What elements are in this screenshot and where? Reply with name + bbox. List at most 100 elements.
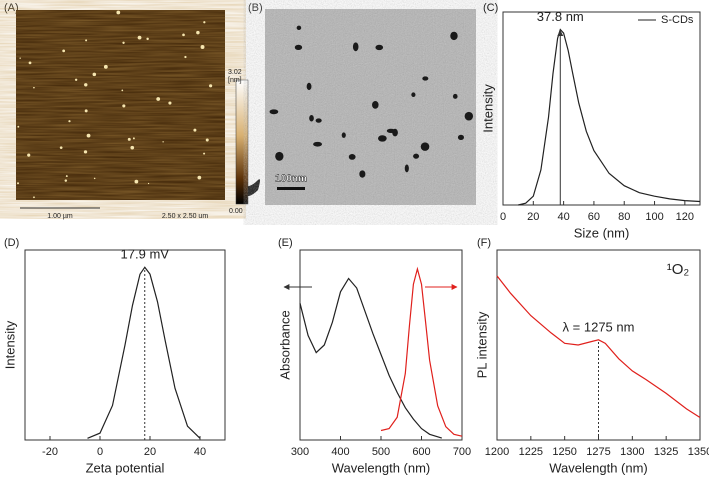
scale-bar [277,187,305,190]
x-tick-label: 40 [194,446,206,458]
afm-particle [122,41,125,44]
afm-particle [203,152,206,155]
afm-particle [59,146,63,150]
plot-frame [24,249,226,441]
afm-particle [74,78,78,81]
afm-particle [146,37,149,41]
afm-particle [64,179,68,182]
afm-particle [168,101,172,105]
afm-particle [182,33,185,37]
x-tick-label: -20 [42,446,58,458]
x-axis-label: Wavelength (nm) [332,460,431,475]
colorbar [235,79,249,205]
tem-particle [296,25,302,31]
x-tick-label: 1350 [688,446,709,458]
x-tick-label: 20 [527,211,539,223]
afm-particle [200,45,205,49]
afm-particle [137,35,142,40]
tem-particle [359,170,366,178]
tem-particle [457,134,464,141]
afm-image: (A) 3.02 [nm] 0.00 1.00 µm 2.50 x 2.50 u… [4,2,260,220]
panel-label: (B) [248,2,263,14]
afm-particle [209,84,213,88]
x-tick-label: 400 [331,446,349,458]
y-axis-label: Intensity [480,84,495,133]
tem-particle [341,132,346,138]
tem-particle [315,118,322,123]
tem-particle [313,141,323,147]
tem-particle [309,114,314,122]
afm-particle [127,137,131,141]
x-tick-label: 120 [676,211,694,223]
tem-particle [372,100,379,109]
tem-particle [386,128,396,133]
x-tick-label: 1225 [519,446,543,458]
panel-label: (D) [4,237,19,249]
afm-particle [33,86,35,89]
afm-particle [86,133,91,138]
afm-particle [17,125,20,128]
tem-particle [294,44,303,50]
plot-frame [502,11,701,206]
annotation: ¹O₂ [667,261,690,278]
afm-particle [93,177,96,180]
x-tick-label: 0 [500,211,506,223]
colorbar-unit: [nm] [228,77,242,84]
scale-bar-label: 1.00 µm [47,213,73,220]
tem-particle [352,42,359,52]
x-tick-label: 1300 [620,446,644,458]
x-tick-label: 100 [645,211,663,223]
afm-particle [122,104,126,108]
tem-particle [306,82,312,91]
tem-image: (B) 100nm [248,2,476,205]
x-tick-label: 20 [144,446,156,458]
afm-particle [205,138,209,142]
x-tick-label: 1325 [654,446,678,458]
afm-particle [130,145,135,150]
afm-particle [83,150,88,154]
legend-label: S-CDs [661,14,694,26]
afm-particle [28,61,32,65]
afm-particle [132,137,135,140]
afm-particle [17,182,20,185]
x-axis-label: Zeta potential [86,460,165,475]
colorbar-max: 3.02 [228,69,242,76]
tem-texture [265,9,476,205]
scan-size: 2.50 x 2.50 um [162,213,208,220]
panel-label: (F) [477,237,491,249]
afm-particle [62,49,66,53]
tem-particle [377,135,387,142]
panel-label: (C) [483,2,498,14]
tem-particle [275,151,284,161]
series-line [496,275,701,419]
tem-particle [348,154,356,160]
afm-particle [147,182,150,185]
tem-particle [375,44,384,51]
tem-particle [411,92,416,97]
marker-label: 17.9 mV [121,247,170,262]
afm-particle [121,89,124,92]
panel-label: (A) [4,2,19,14]
series-line [299,277,442,439]
scale-bar-label: 100nm [275,174,307,185]
tem-particle [420,142,430,151]
panel-label: (E) [278,237,293,249]
x-tick-label: 80 [618,211,630,223]
afm-particle [33,196,35,199]
afm-particle [68,120,71,123]
colorbar-histogram [248,179,260,196]
x-tick-label: 300 [291,446,309,458]
x-tick-label: 1200 [485,446,509,458]
x-tick-label: 500 [372,446,390,458]
afm-particle [84,109,88,113]
y-axis-label: Absorbance [277,310,292,379]
afm-particle [85,39,88,42]
afm-particle [116,10,121,15]
y-axis-label: Intensity [2,320,17,369]
tem-particle [404,164,409,173]
afm-particle [84,83,88,87]
afm-particle [156,97,161,101]
afm-particle [19,57,21,59]
afm-particle [162,141,164,143]
afm-particle [196,30,200,35]
